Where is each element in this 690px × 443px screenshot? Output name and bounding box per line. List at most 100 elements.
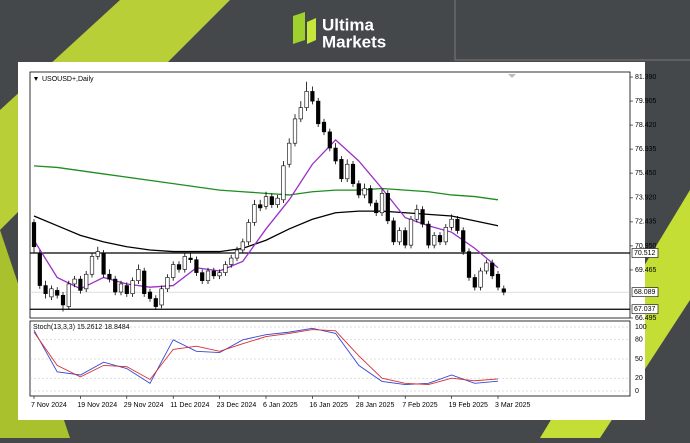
candle-body xyxy=(316,100,321,125)
stoch-title: Stoch(13,3,3) 15.2612 18.8484 xyxy=(33,324,130,331)
candle-body xyxy=(472,277,477,288)
candle-body xyxy=(95,251,100,257)
candle-body xyxy=(159,288,164,306)
candle-body xyxy=(391,220,396,243)
candle-body xyxy=(339,159,344,180)
stoch-tick-label: 20 xyxy=(635,375,643,382)
brand-line2: Markets xyxy=(322,32,386,51)
candle-body xyxy=(408,218,414,246)
candle-body xyxy=(432,235,437,246)
logo-icon xyxy=(307,18,316,44)
y-tick-label: 76.935 xyxy=(635,146,657,153)
x-tick-label: 19 Nov 2024 xyxy=(77,402,117,409)
candle-body xyxy=(229,257,234,265)
x-tick-label: 29 Nov 2024 xyxy=(124,402,164,409)
candle-body xyxy=(31,222,37,248)
candle-body xyxy=(495,273,501,288)
candle-body xyxy=(350,163,356,184)
stoch-tick-label: 50 xyxy=(635,356,643,363)
main-frame xyxy=(29,71,631,319)
stoch-line xyxy=(33,329,499,386)
candle-body xyxy=(49,288,54,298)
price-label-bg xyxy=(631,304,659,315)
candle-body xyxy=(333,147,338,162)
candle-body xyxy=(205,270,211,282)
candle-body xyxy=(379,193,385,214)
candle-body xyxy=(153,298,158,307)
candle-body xyxy=(304,91,309,108)
candle-body xyxy=(101,252,106,275)
candle-body xyxy=(385,193,390,222)
x-tick-label: 7 Nov 2024 xyxy=(31,402,67,409)
candle-body xyxy=(182,256,187,270)
y-tick-label: 81.390 xyxy=(635,74,657,81)
candle-body xyxy=(240,241,245,251)
chart-title: USOUSD+,Daily xyxy=(42,76,94,83)
candle-body xyxy=(362,188,367,196)
price-label: 67.037 xyxy=(634,306,656,313)
chart-window xyxy=(18,62,645,420)
candle-body xyxy=(263,196,269,207)
candle-body xyxy=(78,278,83,291)
candle-body xyxy=(211,270,216,277)
deco-line xyxy=(454,0,690,61)
candle-body xyxy=(84,273,89,290)
candle-body xyxy=(426,223,431,246)
candle-body xyxy=(72,278,77,285)
x-tick-label: 16 Jan 2025 xyxy=(309,402,348,409)
candle-body xyxy=(397,230,402,243)
candle-body xyxy=(124,285,129,294)
candle-body xyxy=(292,118,298,144)
price-label-bg xyxy=(631,248,659,258)
candle-body xyxy=(200,272,205,282)
y-tick-label: 79.905 xyxy=(635,98,657,105)
logo-icon xyxy=(293,12,305,44)
candle-body xyxy=(490,262,495,277)
x-tick-label: 19 Feb 2025 xyxy=(449,402,488,409)
y-tick-label: 73.920 xyxy=(635,195,657,202)
candle-body xyxy=(89,256,95,275)
candle-body xyxy=(443,227,448,243)
price-label-bg xyxy=(631,287,659,298)
stoch-tick-label: 80 xyxy=(635,337,643,344)
candle-body xyxy=(321,121,327,133)
candle-body xyxy=(275,197,280,205)
candle-body xyxy=(327,131,332,149)
brand-line1: Ultima xyxy=(322,15,375,34)
y-tick-label: 70.950 xyxy=(635,243,657,250)
candle-body xyxy=(501,288,506,293)
candle-body xyxy=(287,142,292,165)
candle-body xyxy=(60,294,66,306)
y-tick-label: 66.495 xyxy=(635,315,657,322)
candle-body xyxy=(171,264,176,278)
y-tick-label: 72.435 xyxy=(635,219,657,226)
candle-body xyxy=(223,264,228,273)
candle-body xyxy=(118,283,124,293)
candle-body xyxy=(246,222,251,243)
candle-body xyxy=(43,285,48,294)
candle-body xyxy=(368,188,373,204)
candle-body xyxy=(356,183,361,196)
candle-body xyxy=(142,270,147,294)
y-tick-label: 78.420 xyxy=(635,122,657,129)
candle-body xyxy=(449,218,454,228)
stoch-frame xyxy=(29,320,631,397)
candle-body xyxy=(269,196,274,205)
candle-body xyxy=(217,272,222,277)
candle-body xyxy=(194,259,199,273)
candle-body xyxy=(252,204,257,223)
candle-body xyxy=(414,209,419,220)
x-tick-label: 6 Jan 2025 xyxy=(263,402,298,409)
candle-body xyxy=(37,252,42,286)
x-tick-label: 11 Dec 2024 xyxy=(170,402,209,409)
current-price-label: 68.089 xyxy=(634,289,656,296)
candle-body xyxy=(107,273,112,280)
title-arrow xyxy=(34,77,38,81)
candle-body xyxy=(374,202,379,214)
candle-body xyxy=(147,291,153,299)
candle-body xyxy=(113,278,118,293)
candle-body xyxy=(420,209,425,225)
candle-body xyxy=(55,290,60,296)
candle-body xyxy=(310,91,315,102)
